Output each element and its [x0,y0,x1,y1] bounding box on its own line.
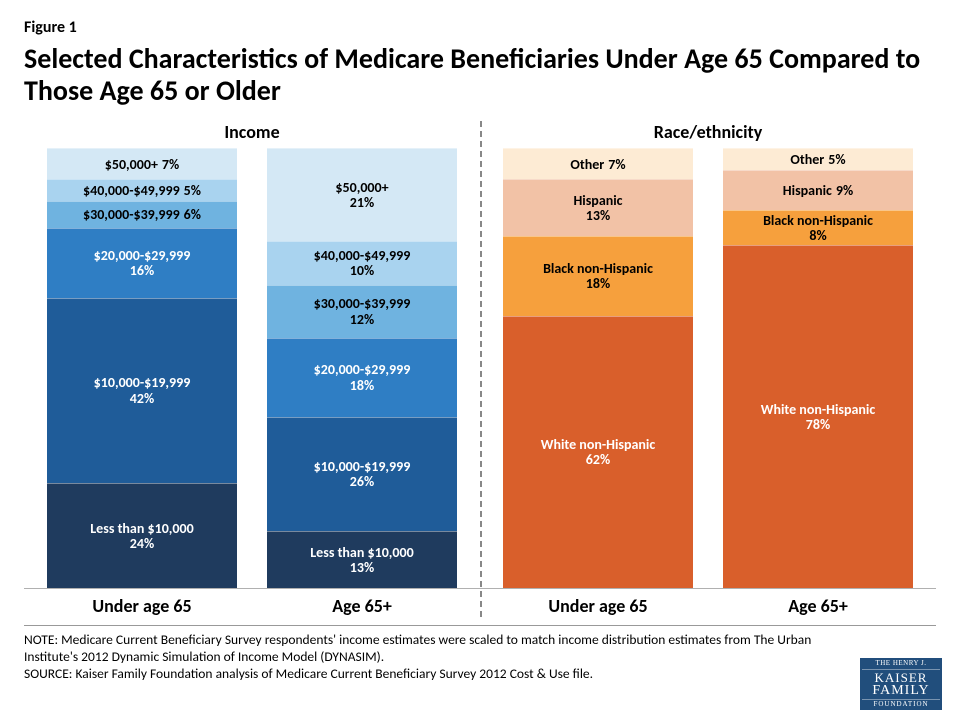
segment-label: White non-Hispanic [761,402,875,417]
note-text: NOTE: Medicare Current Beneficiary Surve… [24,632,836,666]
segment-pct: 62% [586,452,610,467]
segment-pct: 13% [586,208,610,223]
bar-segment: Other 5% [723,148,913,170]
segment-pct: 10% [350,263,374,278]
segment-pct: 7% [162,157,179,172]
segment-label: $10,000-$19,999 [94,375,191,390]
figure-label: Figure 1 [24,18,936,37]
segment-label: $40,000-$49,999 [83,183,180,198]
segment-label: $30,000-$39,999 [314,296,411,311]
bar-segment: $30,000-$39,999 6% [47,201,237,227]
stacked-bar: Less than $10,00024%$10,000-$19,99942%$2… [47,148,237,588]
segment-pct: 6% [184,207,201,222]
chart-title: Selected Characteristics of Medicare Ben… [24,43,936,107]
segment-label: $20,000-$29,999 [94,248,191,263]
logo-line: FAMILY [862,684,940,700]
segment-pct: 12% [350,312,374,327]
chart-panel: Race/ethnicityWhite non-Hispanic62%Black… [480,121,936,617]
bar-group: White non-Hispanic62%Black non-Hispanic1… [503,148,693,588]
bars-row: White non-Hispanic62%Black non-Hispanic1… [480,149,936,589]
segment-pct: 18% [586,276,610,291]
bar-segment: $50,000+ 7% [47,148,237,179]
x-axis-label: Age 65+ [267,595,457,617]
bar-segment: White non-Hispanic78% [723,245,913,588]
segment-label: Other [570,157,604,172]
segment-label: Less than $10,000 [90,521,193,536]
logo-line: FOUNDATION [862,701,940,708]
segment-pct: 78% [806,417,830,432]
segment-pct: 16% [130,263,154,278]
segment-pct: 13% [350,560,374,575]
segment-label: Hispanic [573,193,622,208]
bar-group: Less than $10,00013%$10,000-$19,99926%$2… [267,148,457,588]
bar-segment: $20,000-$29,99918% [267,338,457,417]
bar-group: Less than $10,00024%$10,000-$19,99942%$2… [47,148,237,588]
panel-title: Income [224,121,279,143]
bar-segment: $40,000-$49,999 5% [47,179,237,201]
stacked-bar: White non-Hispanic62%Black non-Hispanic1… [503,148,693,588]
bar-segment: $20,000-$29,99916% [47,228,237,298]
segment-pct: 9% [836,183,853,198]
segment-label: Hispanic [783,183,832,198]
logo-line: THE HENRY J. [862,660,940,670]
bar-segment: $10,000-$19,99942% [47,298,237,483]
segment-label: Other [790,152,824,167]
segment-pct: 42% [130,391,154,406]
bar-segment: Other 7% [503,148,693,179]
segment-label: $50,000+ [335,180,388,195]
segment-pct: 26% [350,474,374,489]
segment-label: $20,000-$29,999 [314,362,411,377]
segment-label: $10,000-$19,999 [314,459,411,474]
x-axis-label: Age 65+ [723,595,913,617]
panel-title: Race/ethnicity [654,121,763,143]
segment-label: $50,000+ [105,157,158,172]
segment-pct: 24% [130,536,154,551]
bar-segment: Less than $10,00013% [267,531,457,588]
bar-segment: Black non-Hispanic8% [723,210,913,245]
segment-pct: 5% [184,183,201,198]
bar-segment: $50,000+21% [267,148,457,240]
bar-segment: Black non-Hispanic18% [503,236,693,315]
segment-pct: 7% [608,157,625,172]
source-text: SOURCE: Kaiser Family Foundation analysi… [24,666,836,683]
bar-segment: White non-Hispanic62% [503,316,693,589]
segment-label: White non-Hispanic [541,437,655,452]
stacked-bar: White non-Hispanic78%Black non-Hispanic8… [723,148,913,588]
segment-pct: 18% [350,378,374,393]
bar-segment: Hispanic 9% [723,170,913,210]
segment-label: $30,000-$39,999 [83,207,180,222]
segment-label: Black non-Hispanic [763,213,873,228]
bar-segment: $30,000-$39,99912% [267,285,457,338]
segment-label: Black non-Hispanic [543,261,653,276]
segment-label: $40,000-$49,999 [314,248,411,263]
bar-segment: Less than $10,00024% [47,483,237,589]
chart-panel: IncomeLess than $10,00024%$10,000-$19,99… [24,121,480,617]
stacked-bar: Less than $10,00013%$10,000-$19,99926%$2… [267,148,457,588]
segment-pct: 21% [350,195,374,210]
bars-row: Less than $10,00024%$10,000-$19,99942%$2… [24,149,480,589]
kff-logo: THE HENRY J. KAISER FAMILY FOUNDATION [860,658,942,710]
x-axis-label: Under age 65 [47,595,237,617]
segment-pct: 8% [809,228,826,243]
segment-pct: 5% [828,152,845,167]
segment-label: Less than $10,000 [310,545,413,560]
bar-segment: $40,000-$49,99910% [267,241,457,285]
bar-segment: Hispanic13% [503,179,693,236]
bar-group: White non-Hispanic78%Black non-Hispanic8… [723,148,913,588]
charts-container: IncomeLess than $10,00024%$10,000-$19,99… [24,121,936,617]
footer-notes: NOTE: Medicare Current Beneficiary Surve… [24,625,936,683]
x-axis-label: Under age 65 [503,595,693,617]
bar-segment: $10,000-$19,99926% [267,417,457,531]
